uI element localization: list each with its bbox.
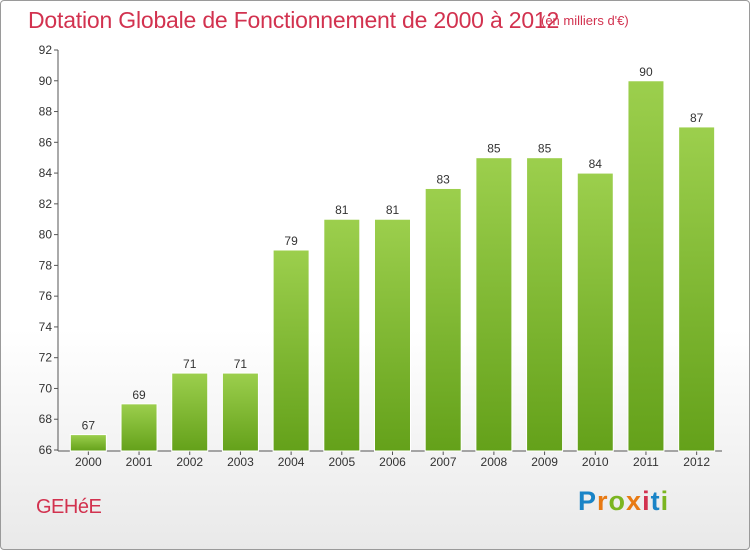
bar-2007 [424, 187, 462, 452]
data-label-2005: 81 [335, 203, 349, 217]
bars [69, 80, 716, 452]
data-label-2002: 71 [183, 357, 197, 371]
x-tick-label-2010: 2010 [582, 455, 609, 469]
x-tick-label-2011: 2011 [633, 455, 659, 469]
data-label-2008: 85 [487, 142, 501, 156]
bar-2005 [323, 218, 361, 452]
bar-2000 [69, 434, 107, 452]
y-tick-label: 82 [39, 197, 53, 211]
y-tick-label: 84 [39, 166, 53, 180]
y-tick-label: 80 [39, 228, 53, 242]
x-tick-label-2012: 2012 [683, 455, 710, 469]
x-tick-label-2006: 2006 [379, 455, 406, 469]
data-label-2012: 87 [690, 111, 704, 125]
bar-2002 [171, 372, 209, 452]
bar-2010 [576, 172, 614, 452]
y-tick-label: 66 [39, 443, 53, 457]
data-label-2009: 85 [538, 142, 552, 156]
y-tick-label: 76 [39, 289, 53, 303]
proxiti-logo: Proxiti [578, 486, 670, 516]
data-label-2003: 71 [234, 357, 248, 371]
x-tick-label-2000: 2000 [75, 455, 102, 469]
y-tick-label: 72 [39, 351, 53, 365]
data-label-2006: 81 [386, 203, 400, 217]
y-tick-label: 70 [39, 381, 53, 395]
data-label-2010: 84 [589, 157, 603, 171]
y-tick-label: 86 [39, 135, 53, 149]
x-tick-label-2008: 2008 [481, 455, 508, 469]
bar-2001 [120, 403, 158, 452]
y-tick-label: 90 [39, 74, 53, 88]
chart-unit-note: (en milliers d'€) [541, 13, 629, 28]
data-label-2000: 67 [82, 419, 96, 433]
y-tick-label: 88 [39, 105, 53, 119]
data-label-2001: 69 [132, 388, 146, 402]
x-tick-label-2009: 2009 [531, 455, 558, 469]
data-label-2011: 90 [639, 65, 653, 79]
data-label-2007: 83 [437, 172, 451, 186]
x-tick-label-2001: 2001 [126, 455, 153, 469]
bar-2011 [627, 80, 665, 452]
y-tick-label: 92 [39, 43, 53, 57]
bar-2006 [374, 218, 411, 452]
bar-2012 [678, 126, 716, 452]
bar-2004 [272, 249, 310, 452]
bar-2009 [526, 157, 564, 452]
data-labels: 67 69 71 71 79 81 81 83 85 85 84 90 87 [82, 65, 704, 433]
bar-2008 [475, 157, 513, 452]
y-axis: 66 68 70 72 74 76 78 80 82 84 86 88 90 92 [39, 43, 59, 457]
x-tick-label-2003: 2003 [227, 455, 254, 469]
x-tick-label-2007: 2007 [430, 455, 457, 469]
y-tick-label: 68 [39, 412, 53, 426]
data-label-2004: 79 [284, 234, 298, 248]
commune-name: GEHéE [36, 496, 102, 518]
x-tick-label-2002: 2002 [176, 455, 203, 469]
chart-title: Dotation Globale de Fonctionnement de 20… [28, 7, 560, 33]
y-tick-label: 78 [39, 258, 53, 272]
x-tick-label-2005: 2005 [328, 455, 355, 469]
x-axis: 2000 2001 2002 2003 2004 2005 2006 2007 2008 2009… [58, 450, 722, 469]
x-tick-label-2004: 2004 [278, 455, 305, 469]
bar-2003 [221, 372, 259, 452]
y-tick-label: 74 [39, 320, 53, 334]
